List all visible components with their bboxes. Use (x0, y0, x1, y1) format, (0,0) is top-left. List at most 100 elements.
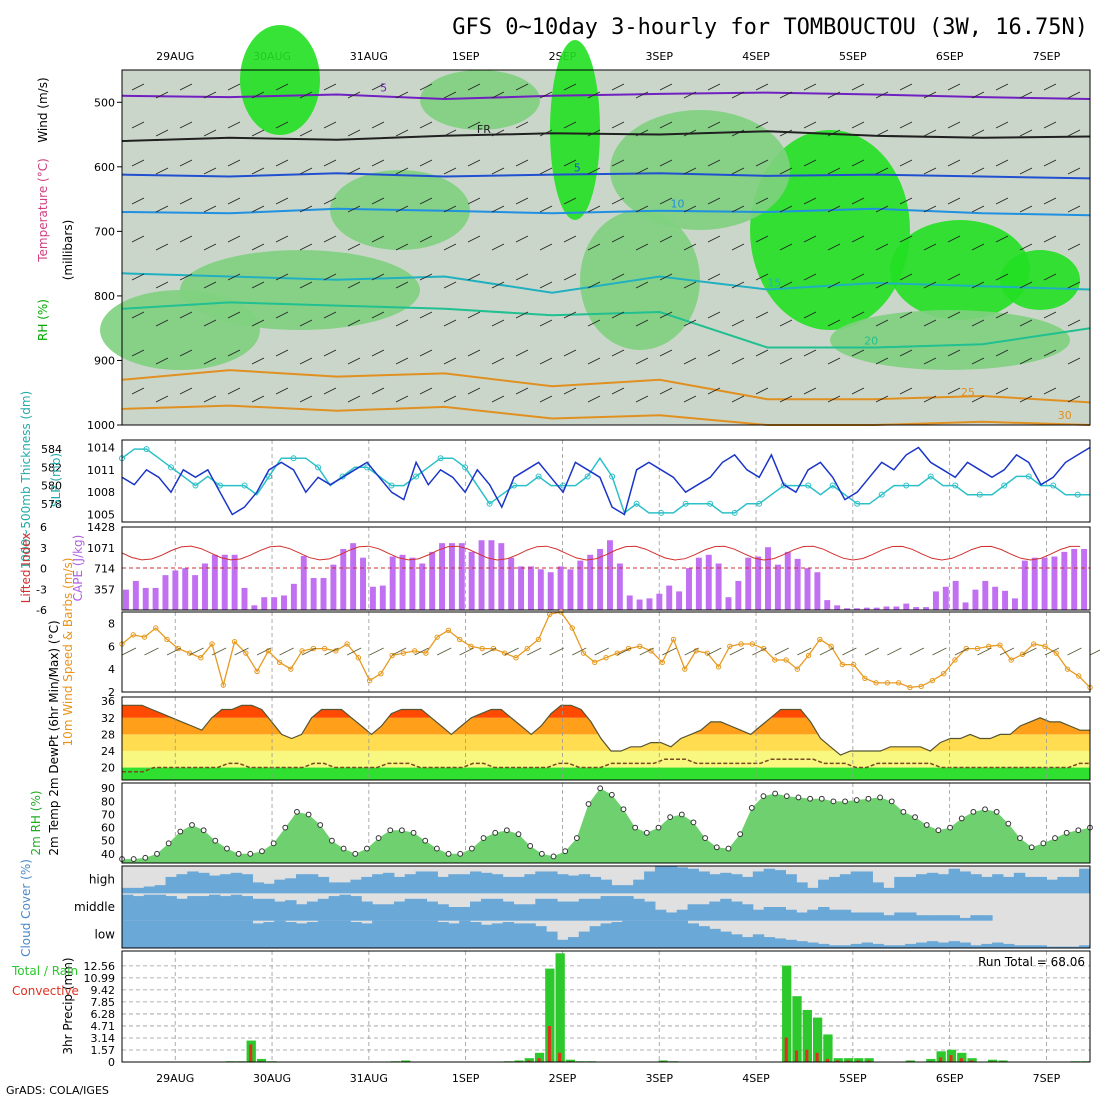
cloud-cell-middle (970, 915, 982, 921)
li-tick-label: 6 (40, 521, 47, 534)
cloud-cell-high (198, 872, 210, 894)
wind-barb (851, 387, 865, 395)
wind-barb (971, 357, 985, 365)
cloud-cell-high (1035, 876, 1047, 894)
wind-barb (395, 205, 409, 213)
cape-bar (1041, 557, 1048, 610)
wind-barb (251, 91, 265, 99)
cape-bar (360, 557, 366, 610)
wind-barb (131, 349, 145, 357)
wind-speed-point (479, 645, 485, 652)
cloud-frame (121, 865, 1091, 949)
thickness-tick-label: 578 (41, 498, 62, 511)
precip-total-bar (823, 1034, 833, 1062)
cape-bar (290, 583, 297, 610)
wind-speed-point (997, 642, 1003, 648)
thickness-point (682, 500, 689, 507)
rh2m-point (340, 845, 347, 852)
wind-barb (707, 235, 721, 243)
cape-bar (182, 568, 189, 610)
cloud-cell-low (894, 945, 906, 948)
cloud-cell-high (1046, 879, 1058, 894)
wind-barb (899, 197, 913, 205)
wind-barb (635, 357, 649, 365)
cape-bar (330, 564, 337, 610)
rh2m-point (772, 790, 779, 797)
cloud-cell-middle (731, 901, 743, 921)
cape-bar (903, 603, 910, 610)
cloud-cell-high (230, 872, 243, 894)
thickness-point (756, 500, 763, 507)
rh2m-point (189, 822, 195, 828)
cloud-cell-high (992, 874, 1004, 894)
cloud-cell-high (437, 876, 449, 894)
wind-barb (947, 83, 961, 91)
cloud-cell-high (513, 876, 525, 894)
rh2m-point (329, 837, 335, 844)
cloud-cell-high (676, 867, 689, 894)
wind-barb (611, 349, 625, 357)
cloud-cell-low (415, 920, 428, 948)
cloud-cell-middle (578, 898, 591, 921)
wind-barb (635, 281, 649, 289)
cloud-cell-middle (143, 894, 156, 921)
cape-bar (784, 551, 791, 610)
cape-tick-label: 714 (94, 563, 115, 576)
date-label-bottom: 29AUG (156, 1072, 194, 1085)
cloud-cell-low (480, 924, 493, 948)
wind-barb (203, 129, 217, 137)
cape-bar (508, 557, 515, 610)
rh2m-point (923, 822, 930, 828)
wind-barb (1019, 281, 1033, 289)
cloud-cell-middle (861, 912, 873, 921)
wind-speed-point (276, 659, 283, 665)
thickness-point (584, 473, 591, 480)
cape-bar (409, 557, 416, 610)
date-label-bottom: 31AUG (350, 1072, 388, 1085)
wind-barb (755, 311, 769, 319)
cloud-cell-low (350, 922, 362, 948)
wind-barb (875, 243, 889, 251)
wind-barb (179, 387, 193, 395)
rh2m-point (935, 827, 942, 834)
cape-bar (804, 568, 811, 610)
panels: 29AUG29AUG30AUG30AUG31AUG31AUG1SEP1SEP2S… (11, 25, 1100, 1085)
wind-barb (587, 395, 601, 403)
rh2m-point (410, 829, 417, 836)
cape-bar (765, 547, 771, 610)
wind-speed-point (1076, 673, 1082, 679)
cloud-cell-high (470, 871, 482, 894)
cloud-cell-high (644, 871, 656, 894)
wind-barb (371, 349, 385, 357)
wind-barb (323, 273, 337, 281)
rh2m-point (177, 828, 184, 835)
cloud-cell-low (502, 922, 515, 948)
wind-barb (131, 235, 145, 243)
wind-barb (803, 235, 817, 243)
wind-barb (1067, 395, 1081, 403)
wind-barb (827, 91, 841, 99)
wind-barb (443, 319, 457, 327)
cloud-cell-low (132, 920, 145, 948)
cape-bar (735, 580, 742, 610)
temp-contour (121, 172, 1091, 180)
wind-barb (563, 387, 577, 395)
wind-speed-point (670, 636, 677, 643)
wind-barb (995, 273, 1009, 281)
thickness-point (1050, 482, 1057, 489)
cloud-cell-low (915, 942, 928, 948)
cape-bar (883, 606, 890, 610)
wind-barb-10m (234, 647, 249, 656)
wind-barb (323, 83, 337, 91)
wind-barb (611, 83, 625, 91)
cloud-cell-low (219, 920, 232, 948)
rh2m-point (573, 835, 580, 841)
slp-frame (121, 439, 1091, 523)
y-tick-label: 900 (94, 354, 115, 367)
cape-bar (656, 593, 663, 610)
wind-barb-10m (729, 647, 744, 656)
wind-barb (491, 243, 505, 251)
cloud-cell-low (937, 942, 950, 948)
wind-barb (971, 243, 985, 251)
precip-tick-label: 3.14 (91, 1032, 116, 1045)
